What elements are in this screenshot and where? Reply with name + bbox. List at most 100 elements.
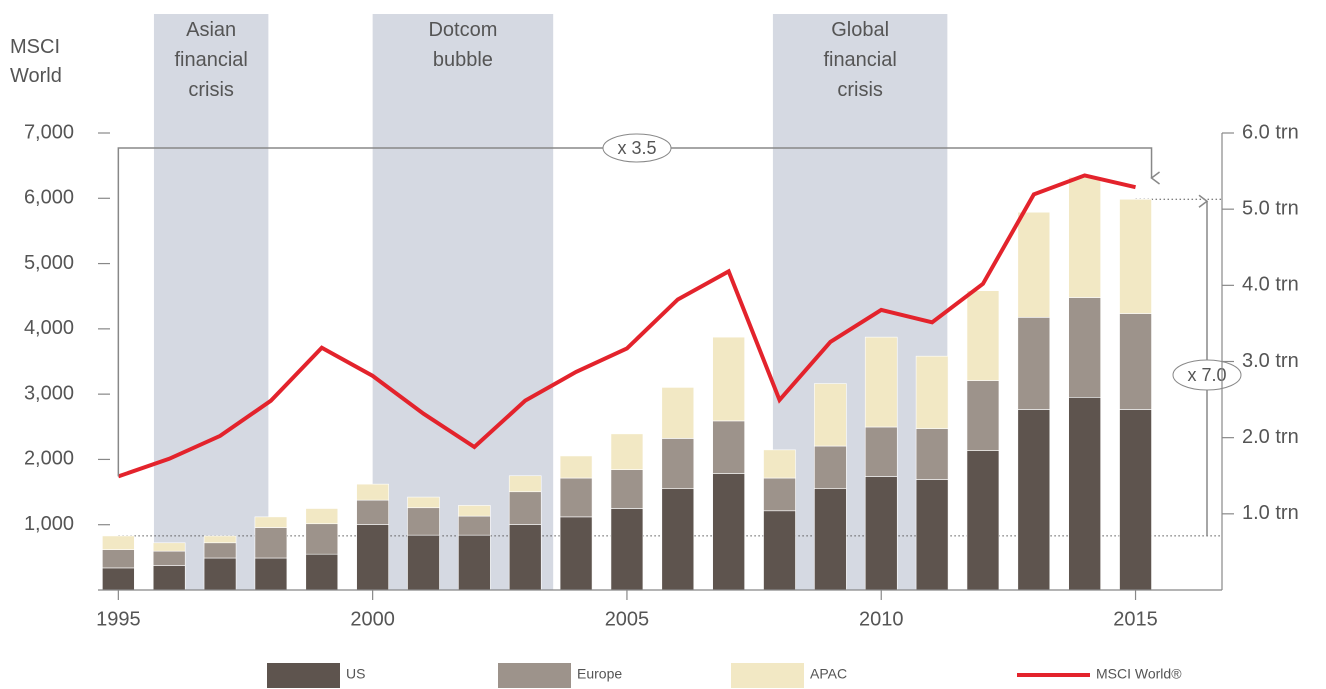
x-tick-label: 2005: [605, 608, 650, 630]
bar-segment: [102, 535, 135, 550]
bar-segment: [152, 565, 186, 591]
bar-segment: [458, 515, 491, 536]
bar-segment: [1119, 409, 1152, 591]
legend-swatch: [267, 663, 340, 688]
bar-segment: [661, 387, 695, 439]
bar-segment: [1119, 313, 1152, 410]
x-tick-label: 2010: [859, 608, 904, 630]
bar-segment: [1068, 396, 1101, 591]
bar-segment: [1017, 409, 1051, 591]
y2-tick-label: 5.0 trn: [1242, 197, 1299, 219]
bar-segment: [814, 383, 847, 447]
bar-segment: [814, 488, 847, 591]
legend-swatch: [498, 663, 571, 688]
x-tick-label: 2015: [1113, 608, 1158, 630]
bar-segment: [966, 450, 1000, 591]
legend-label: MSCI World®: [1096, 666, 1182, 682]
bar-segment: [458, 505, 491, 517]
y-tick-label: 3,000: [24, 382, 74, 404]
y2-tick-label: 3.0 trn: [1242, 350, 1299, 372]
y-tick-label: 1,000: [24, 513, 74, 535]
bar-segment: [915, 428, 949, 480]
bar-segment: [610, 469, 644, 509]
legend-label: APAC: [810, 666, 847, 682]
bar-segment: [610, 508, 644, 591]
bar-segment: [864, 476, 898, 591]
bar-segment: [407, 534, 440, 591]
bar-segment: [712, 336, 745, 422]
bar-segment: [305, 553, 339, 591]
annotation-oval: [602, 133, 672, 163]
bar-segment: [254, 516, 288, 528]
legend-label: Europe: [577, 666, 622, 682]
y-axis-label: MSCI World: [10, 36, 62, 87]
bar-segment: [559, 516, 593, 591]
legend-label: US: [346, 666, 365, 682]
bar-segment: [508, 491, 542, 525]
bar-segment: [356, 483, 389, 501]
y-tick-label: 5,000: [24, 252, 74, 274]
bar-segment: [610, 433, 644, 470]
y2-tick-label: 1.0 trn: [1242, 502, 1299, 524]
bar-segment: [1017, 211, 1051, 318]
line-series: [117, 173, 1136, 479]
x-tick-label: 2000: [350, 608, 395, 630]
bar-segment: [763, 510, 796, 591]
bar-segment: [203, 557, 237, 591]
bar-segment: [915, 355, 949, 429]
bar-segment: [458, 534, 491, 591]
y-tick-label: 4,000: [24, 317, 74, 339]
y2-tick-label: 6.0 trn: [1242, 121, 1299, 143]
bar-segment: [712, 473, 745, 591]
region-label: Dotcom bubble: [428, 19, 497, 71]
bar-segment: [763, 449, 796, 479]
bar-segment: [102, 567, 135, 591]
bar-segment: [1017, 317, 1051, 410]
bar-segment: [661, 488, 695, 591]
annotation: x 3.5: [617, 138, 656, 158]
y-tick-label: 2,000: [24, 448, 74, 470]
bar-segment: [305, 523, 339, 555]
bar-segment: [407, 507, 440, 536]
bar-segment: [712, 420, 745, 474]
region-label: Asian financial crisis: [174, 19, 247, 101]
x-tick-label: 1995: [96, 608, 141, 630]
bar-segment: [864, 426, 898, 477]
bar-segment: [356, 524, 389, 591]
bar-segment: [559, 477, 593, 518]
annotation-oval: [1172, 359, 1242, 391]
y2-tick-label: 2.0 trn: [1242, 426, 1299, 448]
bar-segment: [254, 527, 288, 559]
y2-tick-label: 4.0 trn: [1242, 274, 1299, 296]
bar-segment: [254, 557, 288, 591]
bar-segment: [763, 477, 796, 512]
bar-segment: [203, 542, 237, 559]
bar-segment: [203, 535, 237, 544]
bar-segment: [559, 455, 593, 479]
bar-segment: [864, 336, 898, 428]
bar-segment: [407, 496, 440, 509]
bar-segment: [966, 290, 1000, 381]
bar-segment: [356, 499, 389, 525]
bar-segment: [1068, 297, 1101, 398]
legend-swatch: [731, 663, 804, 688]
bar-segment: [305, 508, 339, 525]
region-label: Global financial crisis: [823, 19, 896, 101]
bar-segment: [966, 380, 1000, 451]
bar-segment: [102, 549, 135, 569]
bar-segment: [152, 542, 186, 552]
shaded-region: [153, 14, 269, 590]
bar-segment: [915, 479, 949, 591]
y-tick-label: 6,000: [24, 187, 74, 209]
bar-segment: [1119, 198, 1152, 314]
bar-segment: [152, 550, 186, 566]
bar-segment: [508, 524, 542, 591]
bar-segment: [661, 438, 695, 489]
bar-segment: [814, 445, 847, 489]
bar-segment: [1068, 176, 1101, 298]
annotation: x 7.0: [1187, 365, 1226, 385]
bar-segment: [508, 475, 542, 493]
y-tick-label: 7,000: [24, 121, 74, 143]
